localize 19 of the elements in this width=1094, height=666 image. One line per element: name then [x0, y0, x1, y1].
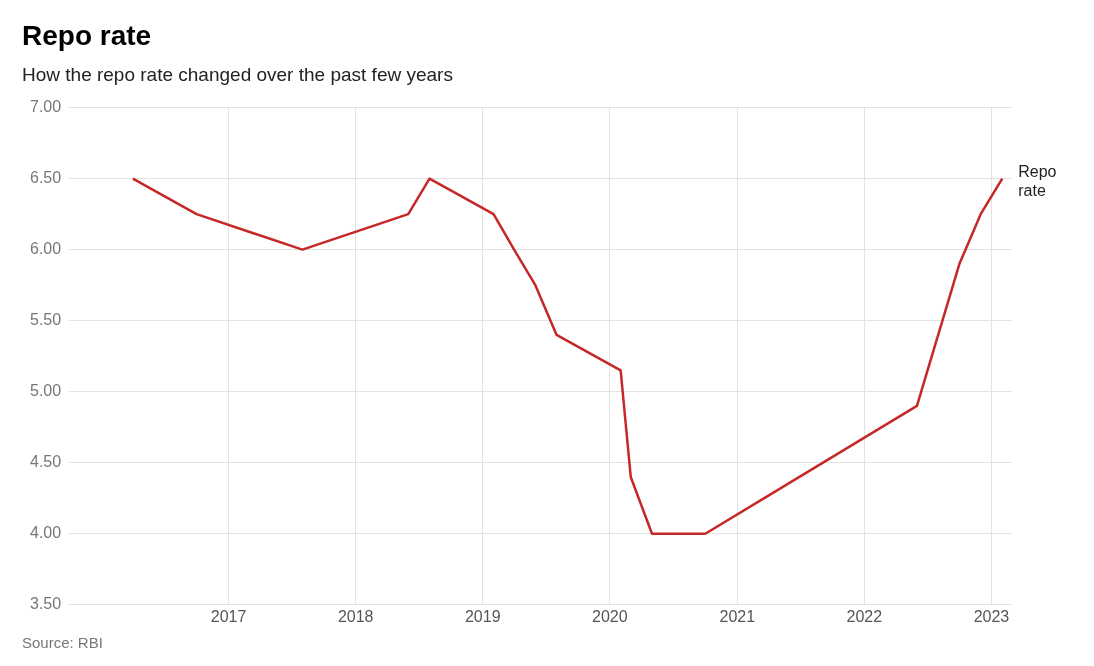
source-note: Source: RBI — [22, 634, 104, 651]
x-tick-label: 2018 — [337, 607, 374, 625]
x-tick-label: 2019 — [464, 607, 501, 625]
series-label: Repo rate — [1018, 162, 1057, 199]
y-tick-label: 7.00 — [30, 98, 62, 116]
chart-title: Repo rate — [22, 19, 153, 52]
x-tick-label: 2021 — [719, 607, 756, 625]
x-tick-label: 2020 — [592, 607, 628, 625]
x-tick-label: 2017 — [210, 607, 247, 625]
x-tick-label: 2023 — [973, 607, 1010, 625]
y-tick-label: 3.50 — [30, 595, 62, 613]
chart-subtitle: How the repo rate changed over the past few years — [22, 64, 454, 86]
y-tick-label: 4.50 — [30, 453, 62, 471]
y-tick-label: 6.00 — [30, 240, 62, 258]
y-tick-label: 6.50 — [30, 169, 62, 187]
y-tick-label: 4.00 — [30, 524, 62, 542]
y-tick-label: 5.00 — [30, 382, 62, 400]
y-tick-label: 5.50 — [30, 311, 62, 329]
x-tick-label: 2022 — [846, 607, 883, 625]
